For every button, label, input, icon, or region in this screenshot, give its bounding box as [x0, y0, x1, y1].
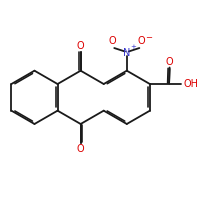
Text: O: O [138, 36, 145, 46]
Text: −: − [145, 33, 152, 42]
Text: O: O [77, 144, 84, 154]
Text: N: N [123, 48, 130, 58]
Text: O: O [108, 36, 116, 46]
Text: O: O [77, 41, 84, 51]
Text: +: + [130, 44, 136, 50]
Text: OH: OH [184, 79, 199, 89]
Text: O: O [166, 57, 173, 67]
